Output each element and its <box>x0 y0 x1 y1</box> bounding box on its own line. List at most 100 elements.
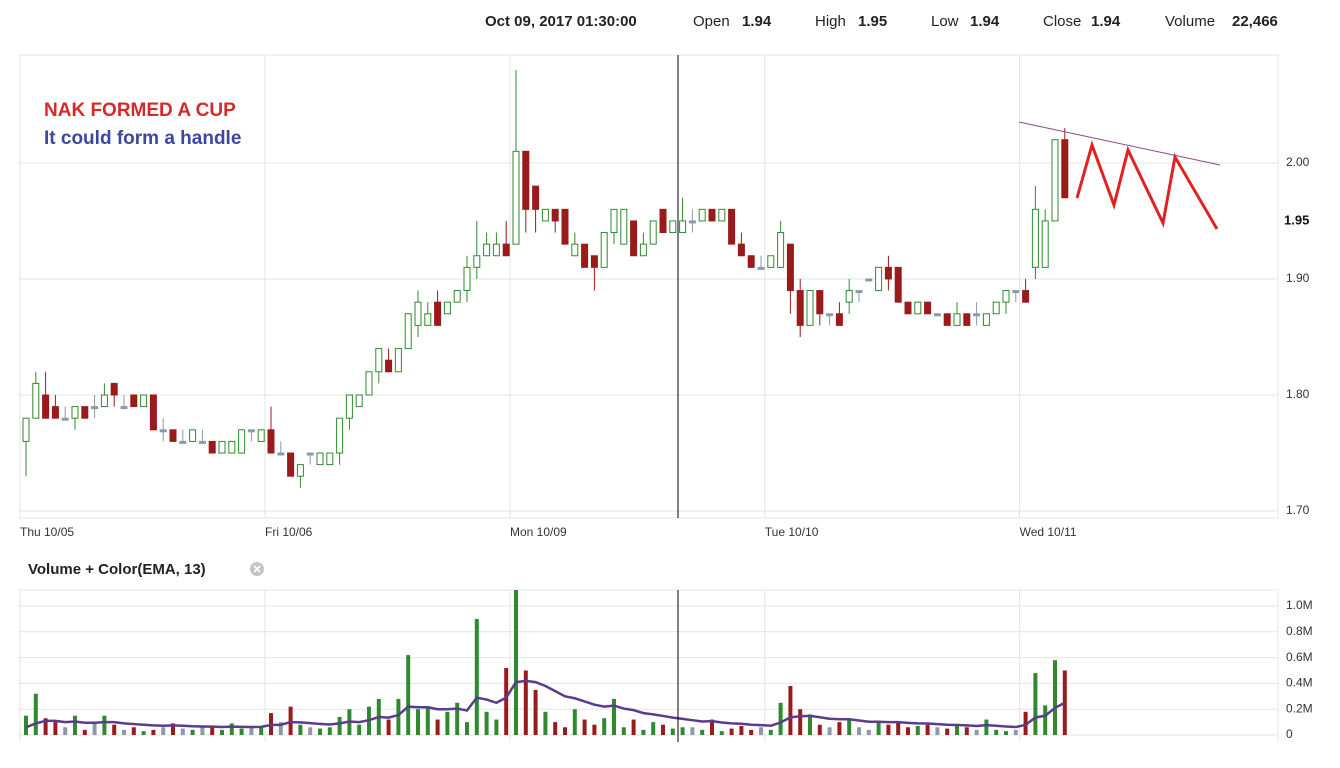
volume-bar <box>680 727 685 736</box>
y-tick-label: 2.00 <box>1286 155 1310 169</box>
volume-bar <box>523 670 528 736</box>
volume-bar <box>866 729 871 736</box>
volume-bar <box>278 722 283 736</box>
ema-line <box>25 679 1066 729</box>
y-tick-label: 1.80 <box>1286 387 1310 401</box>
candle-body <box>326 452 334 466</box>
candle-body <box>483 243 491 257</box>
volume-bar <box>700 729 705 736</box>
x-tick-label: Wed 10/11 <box>1020 525 1077 539</box>
volume-bar <box>1004 731 1008 736</box>
candle-body <box>747 255 755 268</box>
candle-body <box>855 290 863 294</box>
candle-body <box>639 243 647 257</box>
candle-body <box>659 208 667 234</box>
volume-bar <box>180 728 185 736</box>
candle-body <box>22 417 30 442</box>
volume-bar <box>906 727 910 736</box>
volume-bar <box>200 727 205 736</box>
candle-body <box>394 348 402 373</box>
close-icon[interactable] <box>250 562 264 576</box>
volume-bar <box>249 727 254 736</box>
volume-title: Volume + Color(EMA, 13) <box>28 561 206 578</box>
current-price-label: 1.95 <box>1284 212 1309 227</box>
candle-body <box>1012 290 1020 294</box>
candle-body <box>835 313 843 326</box>
volume-bar <box>739 726 744 736</box>
candle-body <box>414 301 422 326</box>
header-value: 1.94 <box>970 13 1000 30</box>
candle-body <box>492 243 500 257</box>
candle-body <box>1031 208 1039 268</box>
candle-body <box>669 220 677 234</box>
candle-body <box>355 394 363 408</box>
volume-bar <box>847 719 852 736</box>
candle-body <box>100 394 108 408</box>
candle-body <box>796 290 804 326</box>
candle-body <box>32 382 40 419</box>
volume-bar <box>896 722 901 736</box>
y-tick-label: 0 <box>1286 727 1293 741</box>
volume-bar <box>798 709 803 736</box>
volume-bar <box>827 727 832 736</box>
candle-body <box>424 313 432 326</box>
candle-body <box>581 243 589 268</box>
candle-body <box>316 452 324 466</box>
candle-body <box>551 208 559 222</box>
trend-line <box>1018 121 1221 166</box>
candle-body <box>933 313 941 317</box>
volume-bar <box>1053 660 1057 736</box>
candle-body <box>375 348 383 373</box>
volume-bar <box>572 709 577 736</box>
candle-body <box>91 406 99 410</box>
candle-body <box>287 452 295 477</box>
volume-bar <box>435 719 440 736</box>
volume-bar <box>465 722 469 736</box>
volume-bar <box>808 714 812 736</box>
candle-body <box>992 301 1000 315</box>
candle-body <box>502 243 510 257</box>
volume-bar <box>778 702 783 736</box>
candle-body <box>434 301 442 326</box>
header-value: 1.95 <box>858 13 887 30</box>
candle-body <box>130 394 138 408</box>
volume-bar <box>935 727 940 736</box>
volume-bar <box>1033 673 1038 736</box>
volume-bar <box>327 727 332 736</box>
candle-body <box>884 266 892 280</box>
volume-bar <box>484 711 489 736</box>
volume-bar <box>425 706 430 736</box>
volume-bar <box>141 731 146 736</box>
volume-bar <box>190 729 195 736</box>
volume-bar <box>945 728 950 736</box>
candle-body <box>600 232 608 268</box>
candle-body <box>610 208 618 234</box>
volume-bar <box>308 727 313 736</box>
volume-bar <box>563 727 567 736</box>
volume-bar <box>239 728 244 736</box>
volume-bar <box>955 726 959 736</box>
volume-bar <box>788 686 793 736</box>
volume-bar <box>1013 729 1018 736</box>
candle-body <box>306 452 314 456</box>
candle-body <box>590 255 598 268</box>
candle-body <box>1041 220 1049 268</box>
volume-bar <box>92 722 97 736</box>
volume-bar <box>837 722 842 736</box>
candle-body <box>914 301 922 315</box>
candle-body <box>443 301 451 315</box>
candle-body <box>404 313 412 350</box>
volume-bar <box>43 718 48 736</box>
volume-bar <box>964 727 969 736</box>
candle-body <box>806 290 814 326</box>
header-label: Close <box>1043 13 1081 30</box>
candle-body <box>620 208 628 245</box>
volume-bar <box>259 726 264 736</box>
header-label: Open <box>693 13 730 30</box>
candle-body <box>561 208 569 245</box>
y-tick-label: 0.8M <box>1286 624 1313 638</box>
candle-body <box>826 313 834 317</box>
x-tick-label: Thu 10/05 <box>20 525 74 539</box>
candle-body <box>257 429 265 442</box>
candle-body <box>757 266 765 270</box>
